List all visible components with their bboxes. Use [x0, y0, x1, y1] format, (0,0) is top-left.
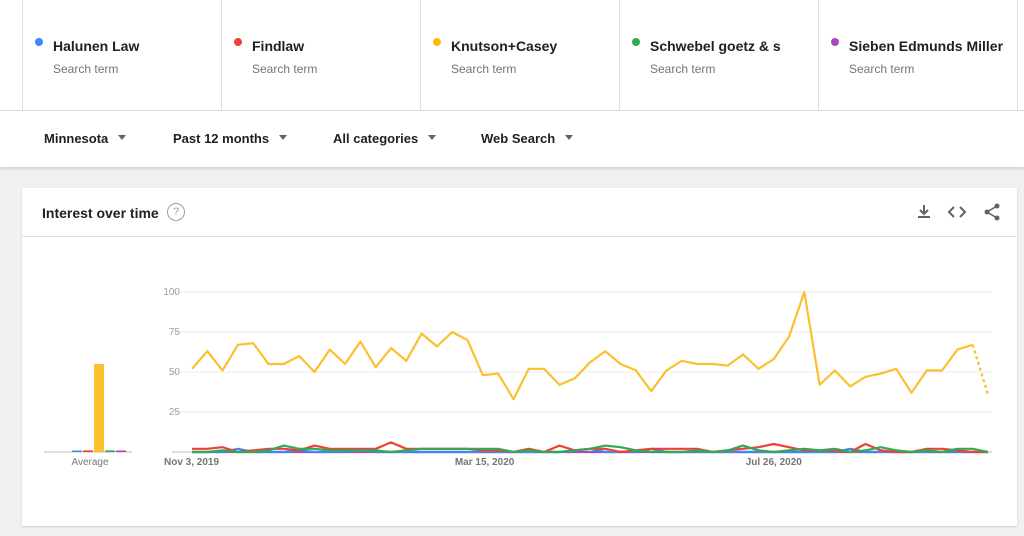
average-bar: [83, 450, 93, 452]
category-dropdown[interactable]: All categories: [333, 131, 437, 146]
search-term-card-1[interactable]: Halunen Law Search term: [22, 0, 221, 110]
series-color-dot: [35, 38, 43, 46]
series-line: [191, 290, 974, 401]
search-term-name: Sieben Edmunds Miller: [849, 38, 1004, 54]
search-term-subtitle: Search term: [849, 62, 915, 76]
caret-down-icon: [279, 135, 288, 141]
search-term-card-2[interactable]: Findlaw Search term: [221, 0, 420, 110]
share-icon[interactable]: [982, 202, 1002, 222]
search-term-name: Schwebel goetz & sieben: [650, 38, 780, 54]
series-color-dot: [831, 38, 839, 46]
y-tick-label: 50: [169, 367, 181, 378]
help-icon[interactable]: ?: [167, 203, 185, 221]
search-term-name: Halunen Law: [53, 38, 140, 54]
average-label: Average: [71, 457, 109, 468]
average-bar: [72, 450, 82, 452]
time-range-dropdown[interactable]: Past 12 months: [173, 131, 288, 146]
series-line: [192, 444, 989, 454]
x-tick-label: Jul 26, 2020: [746, 457, 803, 468]
region-dropdown[interactable]: Minnesota: [44, 131, 127, 146]
search-terms-bar: Halunen Law Search term Findlaw Search t…: [0, 0, 1024, 111]
search-type-dropdown[interactable]: Web Search: [481, 131, 574, 146]
search-term-name: Findlaw: [252, 38, 305, 54]
search-term-subtitle: Search term: [252, 62, 318, 76]
caret-down-icon: [565, 135, 574, 141]
y-tick-label: 75: [169, 327, 181, 338]
interest-over-time-card: Interest over time ? 25 50 75 100 Nov 3, 201…: [22, 188, 1017, 526]
series-color-dot: [234, 38, 242, 46]
card-title: Interest over time: [42, 205, 159, 221]
search-term-subtitle: Search term: [53, 62, 119, 76]
card-header: Interest over time ?: [22, 188, 1017, 237]
caret-down-icon: [118, 135, 127, 141]
series-partial-segment: [971, 344, 990, 395]
search-term-card-3[interactable]: Knutson+Casey Search term: [420, 0, 619, 110]
x-tick-label: Mar 15, 2020: [455, 457, 515, 468]
average-bar: [105, 450, 115, 452]
x-tick-label: Nov 3, 2019: [164, 457, 219, 468]
download-icon[interactable]: [914, 202, 934, 222]
embed-icon[interactable]: [947, 202, 967, 222]
search-term-card-4[interactable]: Schwebel goetz & sieben Search term: [619, 0, 818, 110]
search-term-name: Knutson+Casey: [451, 38, 558, 54]
y-tick-label: 25: [169, 407, 181, 418]
time-range-dropdown-label: Past 12 months: [173, 131, 270, 146]
series-color-dot: [632, 38, 640, 46]
y-tick-label: 100: [163, 287, 180, 298]
search-term-card-5[interactable]: Sieben Edmunds Miller Search term: [818, 0, 1018, 110]
search-term-subtitle: Search term: [451, 62, 517, 76]
series-color-dot: [433, 38, 441, 46]
caret-down-icon: [428, 135, 437, 141]
interest-over-time-chart: 25 50 75 100 Nov 3, 2019 Mar 15, 2020 Jul 26, …: [44, 287, 992, 468]
average-bar: [94, 364, 104, 452]
search-type-dropdown-label: Web Search: [481, 131, 556, 146]
filter-bar: Minnesota Past 12 months All categories …: [0, 111, 1024, 167]
average-bar: [116, 450, 126, 452]
region-dropdown-label: Minnesota: [44, 131, 109, 146]
category-dropdown-label: All categories: [333, 131, 419, 146]
search-term-subtitle: Search term: [650, 62, 716, 76]
